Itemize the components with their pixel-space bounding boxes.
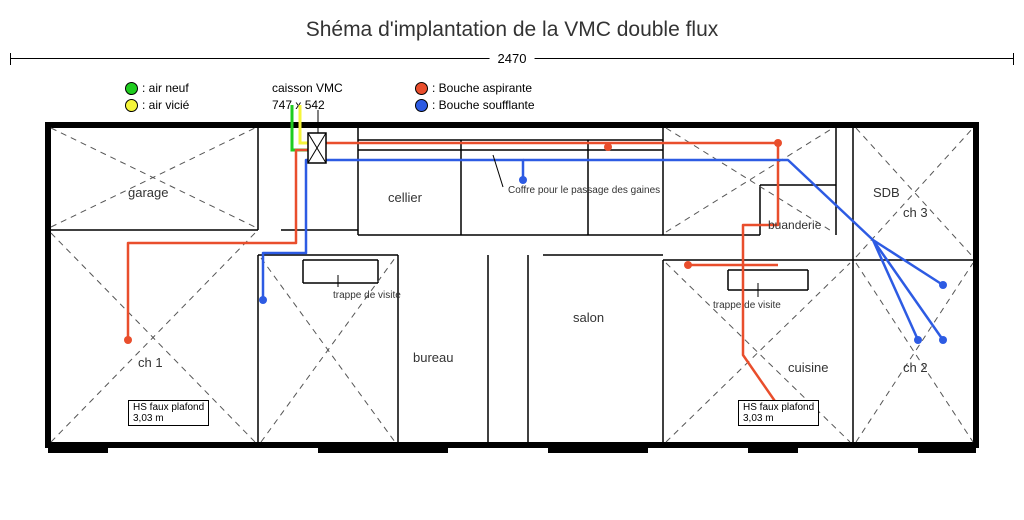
room-ch1: ch 1 — [138, 355, 163, 370]
page-title: Shéma d'implantation de la VMC double fl… — [0, 0, 1024, 42]
room-salon: salon — [573, 310, 604, 325]
dot-aspirante — [415, 82, 428, 95]
label-trappe-1: trappe de visite — [333, 290, 401, 301]
hs-height-1: 3,03 m — [133, 413, 164, 424]
hs-text-1: HS faux plafond — [133, 402, 204, 413]
label-coffre: Coffre pour le passage des gaines — [508, 185, 660, 196]
hs-height-2: 3,03 m — [743, 413, 774, 424]
room-cellier: cellier — [388, 190, 422, 205]
dimension-label: 2470 — [490, 51, 535, 66]
room-ch2: ch 2 — [903, 360, 928, 375]
legend-air-neuf: : air neuf — [142, 81, 189, 95]
dot-air-neuf — [125, 82, 138, 95]
room-bureau: bureau — [413, 350, 453, 365]
legend-air-vicie: : air vicié — [142, 98, 189, 112]
room-garage: garage — [128, 185, 168, 200]
legend-right: : Bouche aspirante : Bouche soufflante — [415, 80, 535, 114]
room-cuisine: cuisine — [788, 360, 828, 375]
caisson-line2: 747 x 542 — [272, 97, 343, 114]
legend-left: : air neuf : air vicié — [125, 80, 189, 114]
legend-caisson: caisson VMC 747 x 542 — [272, 80, 343, 114]
caisson-line1: caisson VMC — [272, 80, 343, 97]
dimension-bar: 2470 — [10, 58, 1014, 59]
label-hs-1: HS faux plafond 3,03 m — [128, 400, 209, 426]
room-buanderie: buanderie — [768, 218, 821, 232]
dot-soufflante — [415, 99, 428, 112]
room-ch3: ch 3 — [903, 205, 928, 220]
dot-air-vicie — [125, 99, 138, 112]
room-sdb: SDB — [873, 185, 900, 200]
label-hs-2: HS faux plafond 3,03 m — [738, 400, 819, 426]
legend-aspirante: : Bouche aspirante — [432, 81, 532, 95]
legend-soufflante: : Bouche soufflante — [432, 98, 535, 112]
hs-text-2: HS faux plafond — [743, 402, 814, 413]
floorplan: garage cellier SDB ch 3 buanderie ch 1 b… — [48, 125, 976, 445]
label-trappe-2: trappe de visite — [713, 300, 781, 311]
